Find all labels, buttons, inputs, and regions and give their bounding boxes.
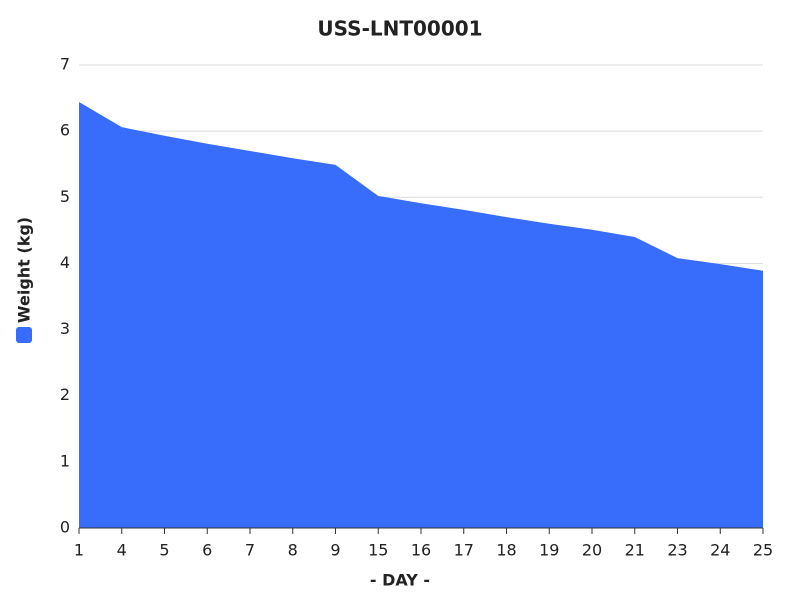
x-tick-label: 18 bbox=[496, 541, 516, 560]
legend-swatch bbox=[16, 327, 32, 343]
x-axis-label: - DAY - bbox=[370, 571, 430, 590]
area bbox=[79, 102, 763, 528]
x-tick-label: 15 bbox=[368, 541, 388, 560]
y-tick-label: 2 bbox=[60, 385, 70, 404]
x-tick-label: 9 bbox=[330, 541, 340, 560]
x-tick-label: 21 bbox=[625, 541, 645, 560]
x-tick-label: 17 bbox=[454, 541, 474, 560]
x-tick-label: 5 bbox=[159, 541, 169, 560]
x-tick-label: 23 bbox=[667, 541, 687, 560]
y-tick-label: 5 bbox=[60, 187, 70, 206]
x-tick-label: 7 bbox=[245, 541, 255, 560]
x-tick-label: 16 bbox=[411, 541, 431, 560]
y-tick-label: 4 bbox=[60, 253, 70, 272]
x-tick-label: 25 bbox=[753, 541, 773, 560]
y-tick-label: 6 bbox=[60, 121, 70, 140]
x-tick-label: 24 bbox=[710, 541, 730, 560]
x-tick-label: 8 bbox=[288, 541, 298, 560]
x-tick-label: 1 bbox=[74, 541, 84, 560]
y-tick-label: 1 bbox=[60, 451, 70, 470]
legend-label: Weight (kg) bbox=[15, 217, 34, 323]
x-tick-label: 4 bbox=[117, 541, 127, 560]
x-tick-label: 20 bbox=[582, 541, 602, 560]
y-tick-label: 0 bbox=[60, 518, 70, 537]
x-tick-label: 6 bbox=[202, 541, 212, 560]
x-tick-label: 19 bbox=[539, 541, 559, 560]
chart-title: USS-LNT00001 bbox=[317, 17, 482, 41]
y-tick-label: 3 bbox=[60, 319, 70, 338]
y-tick-label: 7 bbox=[60, 55, 70, 74]
